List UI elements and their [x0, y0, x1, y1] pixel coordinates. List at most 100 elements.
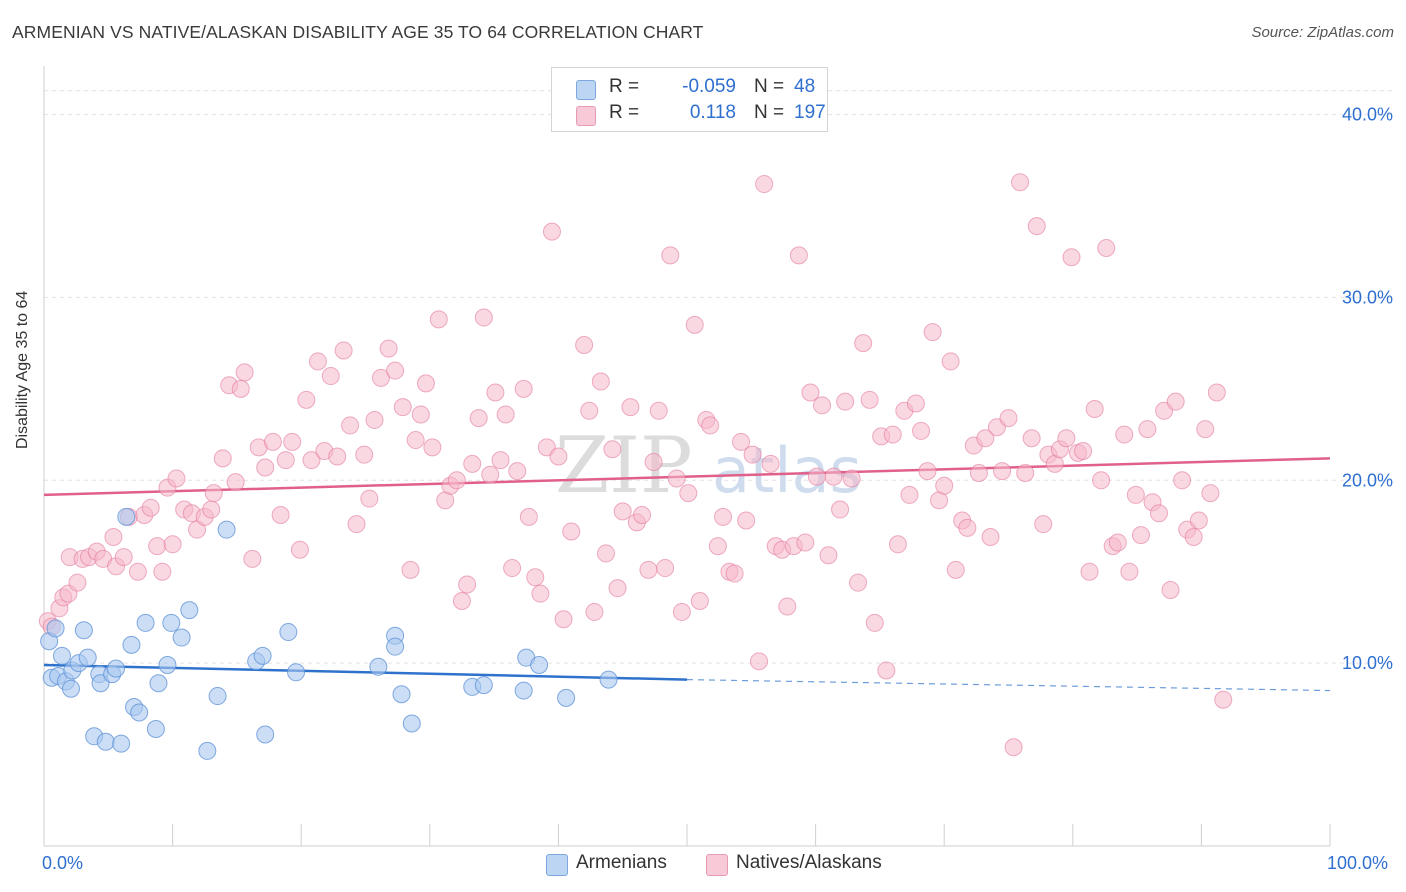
- native-point: [290, 540, 309, 559]
- y-tick-label: 40.0%: [1342, 105, 1393, 125]
- native-point: [596, 544, 615, 563]
- native-point: [1057, 429, 1076, 448]
- native-point: [226, 473, 245, 492]
- native-point: [999, 409, 1018, 428]
- native-point: [148, 537, 167, 556]
- armenian-point: [117, 507, 136, 526]
- native-point: [297, 390, 316, 409]
- trend-lines: [43, 457, 1331, 692]
- chart-title: ARMENIAN VS NATIVE/ALASKAN DISABILITY AG…: [12, 22, 704, 42]
- armenian-point: [149, 674, 168, 693]
- armenian-point: [287, 663, 306, 682]
- native-point: [542, 222, 561, 241]
- native-point: [575, 335, 594, 354]
- native-point: [796, 533, 815, 552]
- native-point: [341, 416, 360, 435]
- native-point: [860, 390, 879, 409]
- native-point: [842, 469, 861, 488]
- legend-n-value: 48: [794, 76, 816, 97]
- native-point: [1004, 738, 1023, 757]
- native-point: [1196, 420, 1215, 439]
- native-point: [213, 449, 232, 468]
- native-point: [235, 363, 254, 382]
- native-point: [807, 467, 826, 486]
- x-tick-min: 0.0%: [42, 853, 84, 873]
- native-point: [379, 339, 398, 358]
- legend-r-value: -0.059: [682, 76, 736, 97]
- native-point: [1131, 526, 1150, 545]
- native-point: [1034, 515, 1053, 534]
- native-point: [328, 447, 347, 466]
- y-tick-label: 10.0%: [1342, 653, 1393, 673]
- native-point: [1173, 471, 1192, 490]
- native-point: [128, 562, 147, 581]
- native-trend-line: [43, 457, 1331, 497]
- native-point: [946, 560, 965, 579]
- armenian-trend-extension: [686, 679, 1331, 692]
- native-point: [888, 535, 907, 554]
- native-point: [371, 368, 390, 387]
- native-point: [452, 591, 471, 610]
- native-point: [526, 568, 545, 587]
- armenian-point: [122, 635, 141, 654]
- native-point: [204, 484, 223, 503]
- native-point: [554, 610, 573, 629]
- legend-n-label: N =: [754, 76, 785, 97]
- native-point: [912, 421, 931, 440]
- native-point: [778, 597, 797, 616]
- native-point: [153, 562, 172, 581]
- native-point: [508, 462, 527, 481]
- armenian-point: [198, 741, 217, 760]
- armenian-point: [74, 621, 93, 640]
- native-point: [423, 438, 442, 457]
- native-point: [661, 246, 680, 265]
- native-point: [503, 559, 522, 578]
- native-point: [1085, 399, 1104, 418]
- native-point: [656, 559, 675, 578]
- native-point: [969, 463, 988, 482]
- armenian-point: [402, 714, 421, 733]
- native-point: [1016, 463, 1035, 482]
- native-point: [591, 372, 610, 391]
- x-tick-max: 100.0%: [1327, 853, 1389, 873]
- native-point: [321, 367, 340, 386]
- native-point: [469, 409, 488, 428]
- legend-r-label: R =: [609, 102, 640, 123]
- armenian-point: [180, 601, 199, 620]
- y-tick-label: 20.0%: [1342, 470, 1393, 490]
- native-point: [256, 458, 275, 477]
- armenian-point: [172, 628, 191, 647]
- native-point: [639, 560, 658, 579]
- armenian-point: [386, 637, 405, 656]
- native-point: [167, 469, 186, 488]
- armenian-points: [40, 507, 618, 760]
- chart-source: Source: ZipAtlas.com: [1251, 24, 1394, 41]
- native-points: [38, 173, 1233, 757]
- native-point: [1184, 527, 1203, 546]
- native-point: [429, 310, 448, 329]
- native-point: [585, 602, 604, 621]
- native-point: [750, 652, 769, 671]
- armenian-point: [514, 681, 533, 700]
- native-point: [1080, 562, 1099, 581]
- native-point: [644, 453, 663, 471]
- native-point: [68, 573, 87, 592]
- armenian-point: [62, 679, 81, 698]
- armenian-point: [599, 670, 618, 689]
- native-point: [789, 246, 808, 265]
- native-point: [1097, 239, 1116, 258]
- y-axis-label: Disability Age 35 to 64: [14, 290, 31, 449]
- native-point: [334, 341, 353, 360]
- bottom-legend-swatch-natives: [706, 854, 728, 876]
- armenian-trend-line: [43, 663, 688, 681]
- native-point: [981, 527, 1000, 546]
- armenian-point: [146, 719, 165, 738]
- native-point: [849, 573, 868, 592]
- native-point: [976, 429, 995, 448]
- native-point: [801, 383, 820, 402]
- axes: [43, 66, 1331, 847]
- native-point: [958, 518, 977, 537]
- armenian-point: [78, 648, 97, 667]
- native-point: [708, 537, 727, 556]
- native-point: [714, 507, 733, 526]
